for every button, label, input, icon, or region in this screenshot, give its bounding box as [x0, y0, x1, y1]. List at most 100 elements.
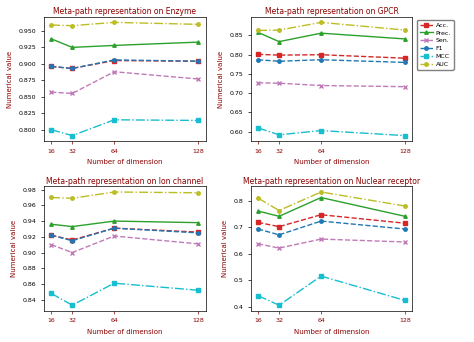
Acc: [255, 52, 261, 56]
F1: [276, 59, 282, 63]
Prec: [48, 222, 54, 226]
Prec: [111, 43, 117, 48]
Prec: [69, 225, 75, 229]
MCC: [195, 118, 201, 122]
Sen: [195, 242, 201, 246]
AUC: [111, 190, 117, 194]
Acc: [48, 64, 54, 68]
MCC: [402, 298, 408, 302]
Acc: [318, 213, 324, 217]
AUC: [318, 20, 324, 24]
Acc: [318, 53, 324, 57]
Title: Meta-path representation on GPCR: Meta-path representation on GPCR: [264, 7, 399, 16]
AUC: [276, 209, 282, 213]
Sen: [48, 90, 54, 94]
Y-axis label: Numerical value: Numerical value: [218, 50, 224, 107]
AUC: [69, 196, 75, 200]
X-axis label: Number of dimension: Number of dimension: [87, 329, 163, 335]
Line: Prec: Prec: [256, 196, 407, 218]
Line: F1: F1: [256, 58, 407, 64]
MCC: [69, 303, 75, 307]
MCC: [255, 126, 261, 130]
MCC: [48, 291, 54, 295]
MCC: [255, 294, 261, 298]
Acc: [276, 225, 282, 229]
F1: [255, 58, 261, 62]
Line: Acc: Acc: [49, 59, 200, 70]
X-axis label: Number of dimension: Number of dimension: [294, 329, 369, 335]
Sen: [318, 83, 324, 88]
Prec: [276, 214, 282, 219]
Line: Prec: Prec: [49, 219, 200, 228]
F1: [276, 233, 282, 237]
Title: Meta-path representation on Enzyme: Meta-path representation on Enzyme: [53, 7, 196, 16]
MCC: [318, 274, 324, 278]
AUC: [195, 22, 201, 26]
Acc: [255, 220, 261, 224]
Acc: [195, 230, 201, 234]
Line: Sen: Sen: [49, 234, 200, 254]
F1: [111, 58, 117, 62]
MCC: [276, 303, 282, 307]
Title: Meta-path representation on Nuclear receptor: Meta-path representation on Nuclear rece…: [243, 176, 420, 186]
Y-axis label: Numerical value: Numerical value: [11, 220, 17, 277]
Line: F1: F1: [256, 219, 407, 237]
Sen: [111, 70, 117, 74]
Prec: [276, 40, 282, 44]
Prec: [255, 209, 261, 213]
Line: F1: F1: [49, 226, 200, 242]
Line: Acc: Acc: [49, 226, 200, 242]
Line: Prec: Prec: [256, 31, 407, 43]
MCC: [111, 118, 117, 122]
AUC: [111, 20, 117, 24]
Y-axis label: Numerical value: Numerical value: [7, 50, 13, 107]
Line: Acc: Acc: [256, 213, 407, 228]
Line: Prec: Prec: [49, 37, 200, 49]
F1: [111, 226, 117, 230]
Title: Meta-path representation on Ion channel: Meta-path representation on Ion channel: [46, 176, 203, 186]
Prec: [111, 219, 117, 223]
AUC: [276, 28, 282, 32]
X-axis label: Number of dimension: Number of dimension: [294, 159, 369, 166]
Acc: [69, 66, 75, 70]
F1: [402, 61, 408, 65]
MCC: [48, 128, 54, 132]
Acc: [195, 59, 201, 63]
MCC: [111, 281, 117, 285]
AUC: [318, 190, 324, 194]
MCC: [195, 288, 201, 292]
Sen: [255, 81, 261, 85]
Prec: [402, 37, 408, 41]
Sen: [255, 242, 261, 246]
F1: [195, 59, 201, 63]
F1: [69, 239, 75, 243]
F1: [318, 219, 324, 223]
Line: Sen: Sen: [49, 70, 200, 95]
Acc: [402, 56, 408, 60]
Acc: [111, 226, 117, 230]
F1: [255, 227, 261, 231]
Sen: [111, 234, 117, 238]
F1: [318, 58, 324, 62]
Sen: [195, 77, 201, 81]
Line: AUC: AUC: [256, 190, 407, 212]
Prec: [195, 40, 201, 44]
Line: Sen: Sen: [256, 81, 407, 89]
Acc: [402, 221, 408, 225]
Line: AUC: AUC: [49, 190, 200, 200]
AUC: [48, 195, 54, 199]
Prec: [69, 45, 75, 50]
Prec: [48, 37, 54, 41]
Prec: [318, 196, 324, 200]
Sen: [48, 242, 54, 247]
Line: MCC: MCC: [49, 281, 200, 307]
Line: MCC: MCC: [256, 126, 407, 137]
Sen: [402, 84, 408, 89]
MCC: [69, 133, 75, 137]
Line: F1: F1: [49, 58, 200, 70]
Acc: [276, 53, 282, 57]
Sen: [276, 246, 282, 250]
Sen: [276, 81, 282, 85]
X-axis label: Number of dimension: Number of dimension: [87, 159, 163, 166]
Line: MCC: MCC: [49, 118, 200, 137]
